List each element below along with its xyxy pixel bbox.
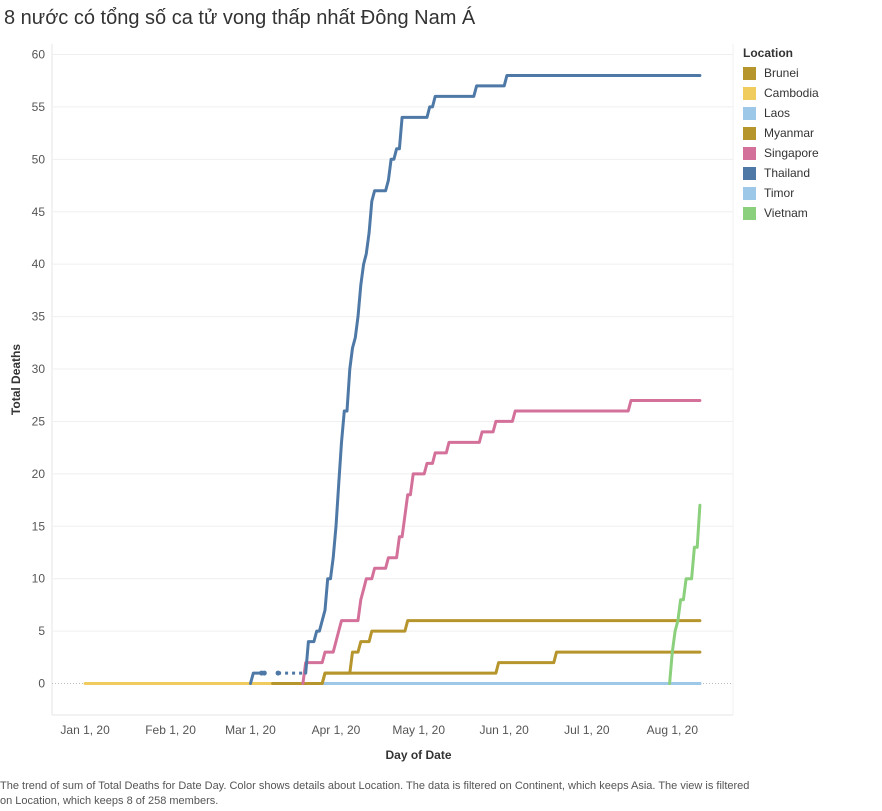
series-line [304, 74, 702, 675]
legend-swatch [743, 166, 756, 180]
x-tick-label: Jun 1, 20 [479, 723, 529, 737]
y-tick-label: 40 [32, 257, 46, 271]
legend-swatch [743, 86, 756, 100]
series-vietnam [668, 503, 702, 685]
y-tick-label: 15 [32, 519, 46, 533]
x-tick-label: Aug 1, 20 [647, 723, 699, 737]
legend-label: Myanmar [764, 126, 815, 140]
legend-swatch [743, 126, 756, 140]
x-tick-label: Mar 1, 20 [225, 723, 276, 737]
y-tick-label: 5 [38, 624, 45, 638]
series-line [271, 650, 702, 685]
series-myanmar [320, 619, 702, 685]
legend-label: Laos [764, 106, 791, 120]
chart-title: 8 nước có tổng số ca tử vong thấp nhất Đ… [4, 7, 476, 29]
legend-swatch [743, 146, 756, 160]
legend-swatch [743, 106, 756, 120]
y-tick-label: 60 [32, 47, 46, 61]
y-tick-label: 25 [32, 414, 46, 428]
legend-item[interactable]: Cambodia [743, 83, 819, 103]
series-line [668, 503, 702, 685]
x-tick-label: Jan 1, 20 [60, 723, 110, 737]
x-tick-label: May 1, 20 [392, 723, 445, 737]
legend-item[interactable]: Laos [743, 103, 819, 123]
legend-label: Timor [764, 186, 795, 200]
legend-label: Brunei [764, 66, 799, 80]
legend-label: Thailand [764, 166, 811, 180]
legend-item[interactable]: Myanmar [743, 123, 819, 143]
y-tick-label: 20 [32, 467, 46, 481]
y-tick-label: 10 [32, 572, 46, 586]
legend-item[interactable]: Thailand [743, 163, 819, 183]
y-tick-label: 55 [32, 100, 46, 114]
legend-label: Vietnam [764, 206, 808, 220]
x-axis-title: Day of Date [385, 748, 451, 762]
y-tick-label: 50 [32, 152, 46, 166]
legend-title: Location [743, 46, 793, 60]
series-point [261, 670, 267, 676]
chart-caption: The trend of sum of Total Deaths for Dat… [0, 780, 750, 807]
series-singapore [301, 399, 702, 685]
legend-item[interactable]: Brunei [743, 63, 819, 83]
legend-swatch [743, 206, 756, 220]
y-tick-label: 0 [38, 677, 45, 691]
series-thailand [249, 74, 702, 685]
series-line [320, 619, 702, 685]
y-tick-label: 35 [32, 310, 46, 324]
legend-label: Cambodia [764, 86, 819, 100]
x-tick-label: Feb 1, 20 [145, 723, 196, 737]
series-brunei [271, 650, 702, 685]
x-tick-label: Jul 1, 20 [564, 723, 610, 737]
legend-swatch [743, 186, 756, 200]
legend-label: Singapore [764, 146, 819, 160]
legend-item[interactable]: Vietnam [743, 203, 819, 223]
legend-item[interactable]: Timor [743, 183, 819, 203]
y-tick-label: 45 [32, 205, 46, 219]
series-line [301, 399, 702, 685]
legend: Location Brunei Cambodia Laos Myanmar Singap… [743, 46, 819, 223]
y-tick-label: 30 [32, 362, 46, 376]
legend-item[interactable]: Singapore [743, 143, 819, 163]
legend-swatch [743, 66, 756, 80]
legend-items: Brunei Cambodia Laos Myanmar Singapore Thaila… [743, 63, 819, 223]
x-tick-label: Apr 1, 20 [312, 723, 361, 737]
y-axis-title: Total Deaths [9, 344, 23, 415]
